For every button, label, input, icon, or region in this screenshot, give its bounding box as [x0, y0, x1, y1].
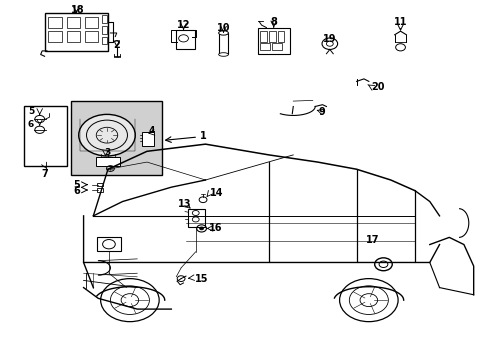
- Text: 9: 9: [318, 107, 324, 117]
- Text: 4: 4: [148, 126, 155, 135]
- Bar: [176, 30, 194, 49]
- Text: 7: 7: [41, 168, 48, 179]
- Bar: [142, 132, 154, 146]
- Bar: [272, 43, 282, 50]
- Text: 1: 1: [199, 131, 206, 141]
- Text: 6: 6: [28, 120, 34, 129]
- Text: 20: 20: [370, 82, 384, 92]
- Text: 13: 13: [178, 199, 191, 210]
- Bar: [102, 26, 107, 34]
- Bar: [24, 107, 67, 166]
- Text: 5: 5: [28, 107, 34, 116]
- Text: 6: 6: [73, 186, 80, 196]
- Circle shape: [79, 114, 135, 156]
- Bar: [44, 13, 108, 51]
- Ellipse shape: [218, 53, 228, 56]
- Bar: [188, 209, 205, 226]
- Bar: [260, 43, 269, 50]
- Bar: [66, 31, 80, 42]
- Text: 14: 14: [210, 188, 224, 198]
- Bar: [66, 17, 80, 28]
- Text: 18: 18: [71, 5, 84, 15]
- Bar: [97, 237, 121, 251]
- Bar: [97, 183, 103, 186]
- Bar: [258, 28, 289, 54]
- Text: 5: 5: [73, 180, 80, 190]
- Bar: [48, 17, 62, 28]
- Bar: [84, 31, 98, 42]
- Text: 16: 16: [209, 224, 223, 233]
- Text: 17: 17: [365, 235, 378, 245]
- Bar: [218, 33, 228, 54]
- Text: 2: 2: [113, 40, 120, 50]
- Text: 8: 8: [270, 17, 277, 27]
- Circle shape: [199, 227, 203, 230]
- Bar: [102, 15, 107, 23]
- Bar: [260, 31, 266, 42]
- Bar: [277, 31, 284, 42]
- Bar: [97, 188, 103, 192]
- Text: 11: 11: [393, 17, 407, 27]
- Bar: [96, 157, 120, 166]
- Bar: [71, 101, 161, 175]
- Bar: [102, 37, 107, 44]
- Text: 12: 12: [177, 20, 190, 30]
- Bar: [48, 31, 62, 42]
- Bar: [84, 17, 98, 28]
- Ellipse shape: [218, 31, 228, 35]
- Text: 19: 19: [323, 35, 336, 44]
- Text: 10: 10: [216, 23, 230, 33]
- Bar: [268, 31, 275, 42]
- Text: 3: 3: [104, 148, 111, 157]
- Text: 15: 15: [194, 274, 208, 284]
